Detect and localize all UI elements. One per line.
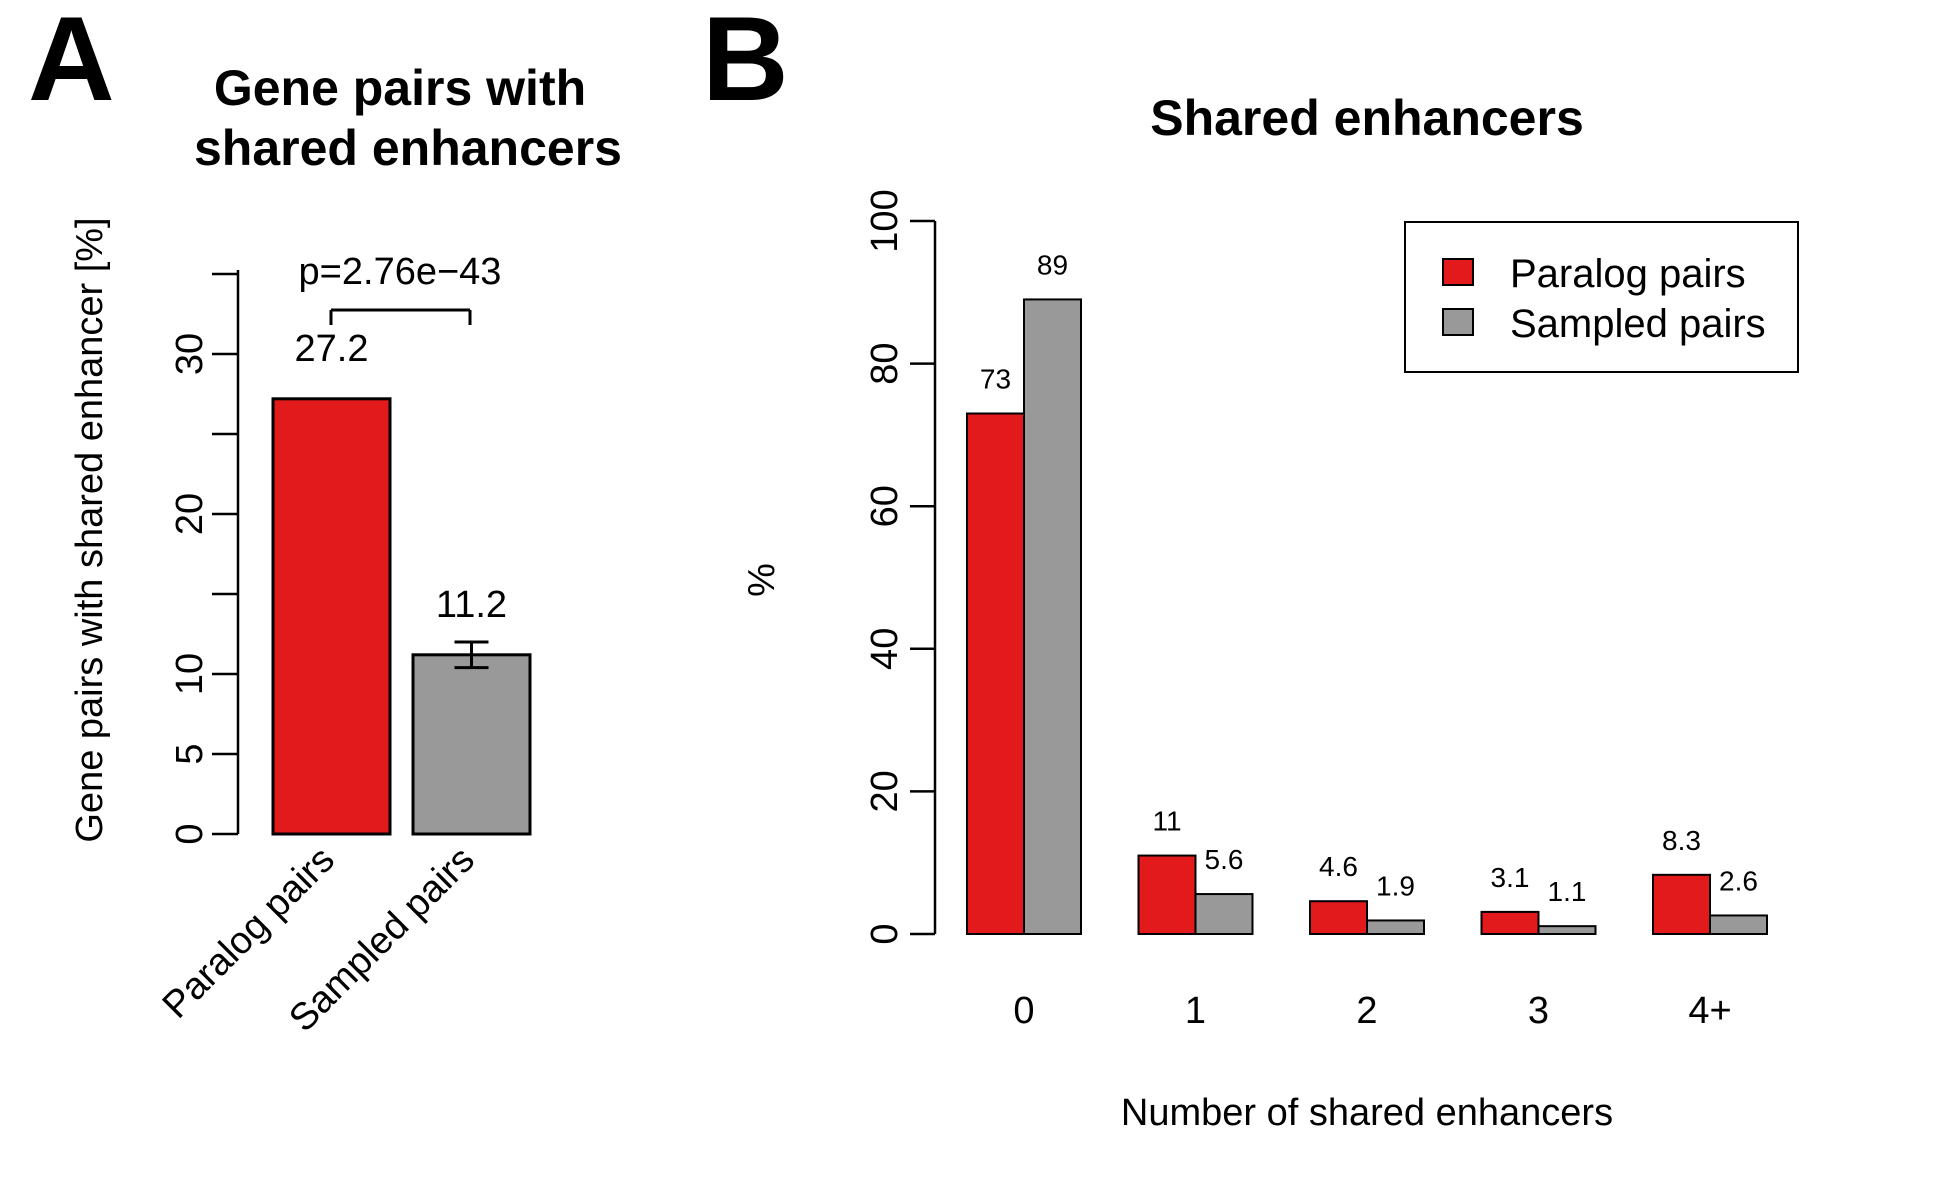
panel-a-ytick-label-30: 30 — [169, 333, 211, 375]
panel-b-ytick-label-0: 0 — [864, 923, 906, 944]
panel-b-value-label-paralog-3: 3.1 — [1491, 862, 1530, 893]
panel-b-ytick-label-60: 60 — [864, 485, 906, 527]
panel-b-y-axis-label: % — [741, 563, 783, 597]
significance-bracket — [329, 308, 472, 325]
panel-a-title-line2: shared enhancers — [194, 120, 622, 176]
panel-a-y-axis-label: Gene pairs with shared enhancer [%] — [69, 217, 111, 842]
panel-b-value-label-sampled-2: 1.9 — [1376, 870, 1415, 901]
panel-a-value-label-sampled: 11.2 — [436, 584, 507, 626]
panel-a-bar-paralog — [271, 397, 392, 836]
panel-b-ytick-label-20: 20 — [864, 770, 906, 812]
panel-b-category-label-3: 3 — [1528, 990, 1549, 1032]
panel-b-bar-paralog-3 — [1480, 910, 1540, 935]
panel-b-value-label-paralog-1: 11 — [1152, 806, 1181, 837]
panel-b-category-label-4: 4+ — [1688, 990, 1731, 1032]
panel-a-bar-sampled — [411, 653, 532, 836]
panel-b-value-label-sampled-0: 89 — [1037, 249, 1068, 280]
panel-b-ytick-label-40: 40 — [864, 628, 906, 670]
panel-b-bar-sampled-1 — [1194, 893, 1254, 936]
legend: Paralog pairs Sampled pairs — [1404, 221, 1799, 373]
panel-b-bar-sampled-4 — [1709, 914, 1768, 935]
panel-b-title: Shared enhancers — [1150, 90, 1584, 146]
panel-a-ytick-label-10: 10 — [169, 653, 211, 695]
panel-b-bar-sampled-0 — [1023, 298, 1082, 935]
legend-label-paralog: Paralog pairs — [1510, 252, 1746, 296]
panel-b-value-label-sampled-1: 5.6 — [1205, 844, 1244, 875]
panel-a-ytick-label-20: 20 — [169, 493, 211, 535]
panel-b-value-label-paralog-0: 73 — [980, 364, 1011, 395]
panel-b-bar-sampled-3 — [1537, 925, 1597, 935]
panel-b-value-label-paralog-4: 8.3 — [1662, 825, 1701, 856]
panel-b-category-label-1: 1 — [1185, 990, 1206, 1032]
panel-b-category-label-0: 0 — [1013, 990, 1034, 1032]
panel-b-bar-paralog-2 — [1309, 900, 1368, 936]
panel-b-ytick-label-80: 80 — [864, 342, 906, 384]
legend-swatch-paralog — [1442, 258, 1474, 286]
panel-b-label: B — [702, 0, 789, 126]
panel-a-error-bar — [454, 640, 489, 670]
panel-a-ytick-label-0: 0 — [169, 823, 211, 844]
legend-box — [1404, 221, 1799, 373]
panel-b-chart: Shared enhancers % Number of shared enha… — [741, 90, 1799, 1134]
panel-b-value-label-sampled-3: 1.1 — [1548, 876, 1587, 907]
panel-a-ytick-label-5: 5 — [169, 743, 211, 764]
panel-b-bar-paralog-0 — [966, 412, 1025, 935]
panel-a-chart: Gene pairs with shared enhancers Gene pa… — [69, 60, 622, 1040]
panel-b-ytick-label-100: 100 — [864, 189, 906, 252]
p-value-annotation: p=2.76e−43 — [299, 251, 502, 293]
panel-b-category-label-2: 2 — [1356, 990, 1377, 1032]
legend-swatch-sampled — [1442, 308, 1474, 336]
panel-b-bar-sampled-2 — [1366, 919, 1425, 936]
panel-a-title-line1: Gene pairs with — [214, 60, 586, 116]
panel-a-value-label-paralog: 27.2 — [295, 328, 369, 370]
panel-a-label: A — [28, 0, 115, 126]
panel-b-value-label-sampled-4: 2.6 — [1719, 865, 1758, 896]
panel-b-x-axis-label: Number of shared enhancers — [1121, 1092, 1613, 1134]
legend-label-sampled: Sampled pairs — [1510, 302, 1766, 346]
panel-b-bar-paralog-1 — [1137, 854, 1197, 936]
panel-b-value-label-paralog-2: 4.6 — [1319, 851, 1358, 882]
panel-b-bar-paralog-4 — [1652, 873, 1711, 935]
